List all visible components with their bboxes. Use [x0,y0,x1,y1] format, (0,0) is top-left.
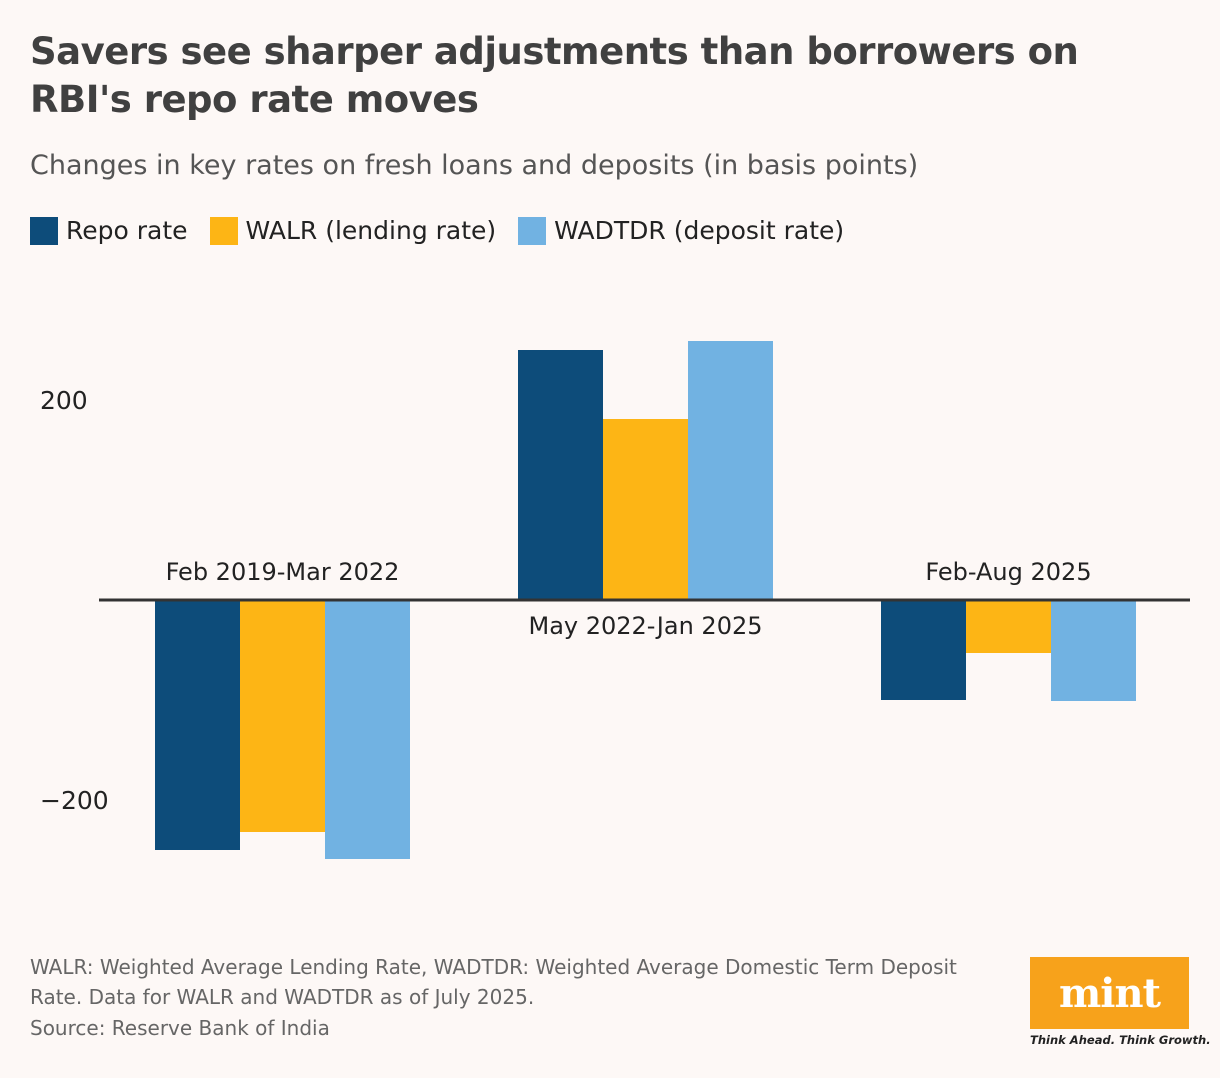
footnote: WALR: Weighted Average Lending Rate, WAD… [30,955,957,1009]
mint-logo: mint [1030,957,1189,1029]
category-label: Feb 2019-Mar 2022 [166,558,400,586]
legend: Repo rate WALR (lending rate) WADTDR (de… [30,216,844,245]
legend-item-repo: Repo rate [30,216,188,245]
bar-walr [966,600,1051,653]
legend-swatch-walr [209,216,238,245]
legend-item-wadtdr: WADTDR (deposit rate) [518,216,844,245]
legend-label-walr: WALR (lending rate) [245,216,497,245]
bar-repo [518,350,603,600]
legend-swatch-repo [30,216,58,245]
y-tick-label: −200 [40,786,109,815]
bar-wadtdr [1051,600,1136,701]
bar-repo [881,600,966,700]
legend-label-wadtdr: WADTDR (deposit rate) [554,216,845,245]
legend-item-walr: WALR (lending rate) [209,216,497,245]
bar-walr [240,600,325,832]
legend-label-repo: Repo rate [66,216,188,245]
bar-wadtdr [325,600,410,859]
mint-logo-text: mint [1058,969,1161,1017]
bar-repo [155,600,240,850]
bar-wadtdr [688,341,773,600]
category-label: Feb-Aug 2025 [925,558,1091,586]
category-label: May 2022-Jan 2025 [528,612,762,640]
bar-walr [603,419,688,600]
source-note: Source: Reserve Bank of India [30,1016,330,1040]
legend-swatch-wadtdr [518,216,547,245]
chart-title: Savers see sharper adjustments than borr… [30,30,1079,121]
chart-subtitle: Changes in key rates on fresh loans and … [30,150,919,181]
mint-tagline: Think Ahead. Think Growth. [1030,1033,1211,1047]
y-tick-label: 200 [40,386,88,415]
